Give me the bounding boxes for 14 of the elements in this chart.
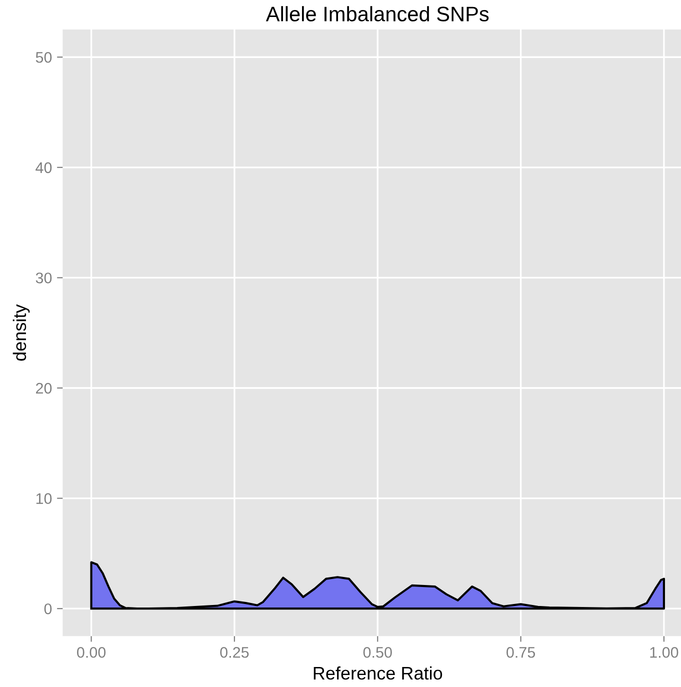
- y-tick-label: 0: [44, 603, 52, 614]
- x-tick-label: 1.00: [650, 646, 678, 658]
- x-tick-label: 0.00: [77, 646, 106, 658]
- x-tick-label: 0.50: [363, 646, 392, 658]
- x-tick-label: 0.75: [506, 646, 536, 658]
- y-tick-label: 10: [36, 493, 52, 504]
- x-tick-label: 0.25: [220, 646, 249, 658]
- y-axis-title: density: [12, 304, 30, 361]
- x-axis-title: Reference Ratio: [314, 666, 442, 680]
- y-tick-label: 40: [36, 162, 52, 174]
- y-tick-label: 20: [36, 382, 52, 394]
- y-tick-label: 50: [36, 52, 52, 63]
- y-tick-label: 30: [36, 272, 52, 284]
- chart-title: Allele Imbalanced SNPs: [266, 6, 489, 22]
